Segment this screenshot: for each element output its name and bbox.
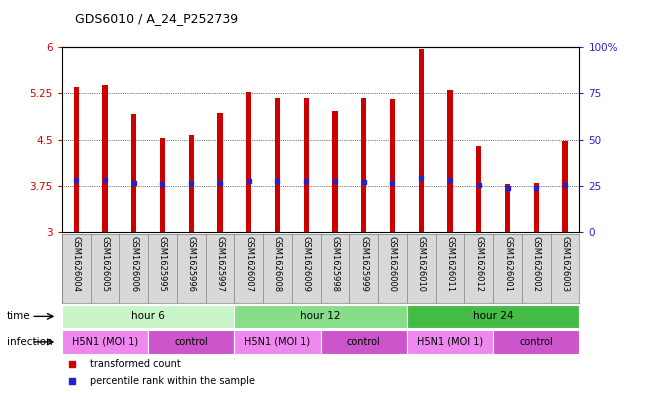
Text: GSM1626001: GSM1626001 [503, 236, 512, 292]
Bar [148, 330, 234, 354]
Bar [390, 99, 395, 232]
Text: control: control [174, 337, 208, 347]
Text: GSM1626007: GSM1626007 [244, 236, 253, 292]
Bar [246, 92, 251, 232]
Bar [160, 138, 165, 232]
Text: GSM1626005: GSM1626005 [100, 236, 109, 292]
Text: control: control [519, 337, 553, 347]
Text: GSM1626008: GSM1626008 [273, 236, 282, 292]
Text: H5N1 (MOI 1): H5N1 (MOI 1) [72, 337, 138, 347]
Text: hour 12: hour 12 [300, 311, 341, 321]
Text: time: time [7, 311, 30, 321]
Bar [217, 113, 223, 232]
Bar [407, 330, 493, 354]
Text: GSM1626010: GSM1626010 [417, 236, 426, 292]
Text: GSM1626000: GSM1626000 [388, 236, 397, 292]
Bar [62, 305, 234, 328]
Text: hour 24: hour 24 [473, 311, 514, 321]
Text: H5N1 (MOI 1): H5N1 (MOI 1) [244, 337, 311, 347]
Bar [62, 330, 148, 354]
Bar [74, 86, 79, 232]
Bar [189, 135, 194, 232]
Bar [131, 114, 136, 232]
Bar [493, 330, 579, 354]
Bar [361, 98, 367, 232]
Bar [505, 184, 510, 232]
Text: GSM1625995: GSM1625995 [158, 236, 167, 292]
Text: GSM1626009: GSM1626009 [302, 236, 311, 292]
Bar [534, 183, 539, 232]
Text: GSM1625997: GSM1625997 [215, 236, 225, 292]
Text: GSM1625998: GSM1625998 [331, 236, 339, 292]
Text: transformed count: transformed count [90, 359, 181, 369]
Bar [320, 330, 407, 354]
Text: GSM1625996: GSM1625996 [187, 236, 196, 292]
Text: GSM1626004: GSM1626004 [72, 236, 81, 292]
Text: hour 6: hour 6 [131, 311, 165, 321]
Bar [562, 141, 568, 232]
Text: percentile rank within the sample: percentile rank within the sample [90, 376, 255, 386]
Bar [234, 305, 407, 328]
Bar [303, 97, 309, 232]
Text: GSM1626006: GSM1626006 [130, 236, 138, 292]
Bar [102, 85, 107, 232]
Text: H5N1 (MOI 1): H5N1 (MOI 1) [417, 337, 483, 347]
Text: GSM1626003: GSM1626003 [561, 236, 570, 292]
Text: GSM1626002: GSM1626002 [532, 236, 541, 292]
Text: infection: infection [7, 337, 52, 347]
Text: GSM1625999: GSM1625999 [359, 236, 368, 292]
Text: GSM1626012: GSM1626012 [475, 236, 483, 292]
Bar [234, 330, 320, 354]
Text: GDS6010 / A_24_P252739: GDS6010 / A_24_P252739 [75, 12, 238, 25]
Bar [407, 305, 579, 328]
Text: GSM1626011: GSM1626011 [445, 236, 454, 292]
Bar [419, 49, 424, 232]
Bar [275, 98, 280, 232]
Bar [333, 110, 338, 232]
Bar [447, 90, 452, 232]
Bar [476, 146, 481, 232]
Text: control: control [347, 337, 381, 347]
